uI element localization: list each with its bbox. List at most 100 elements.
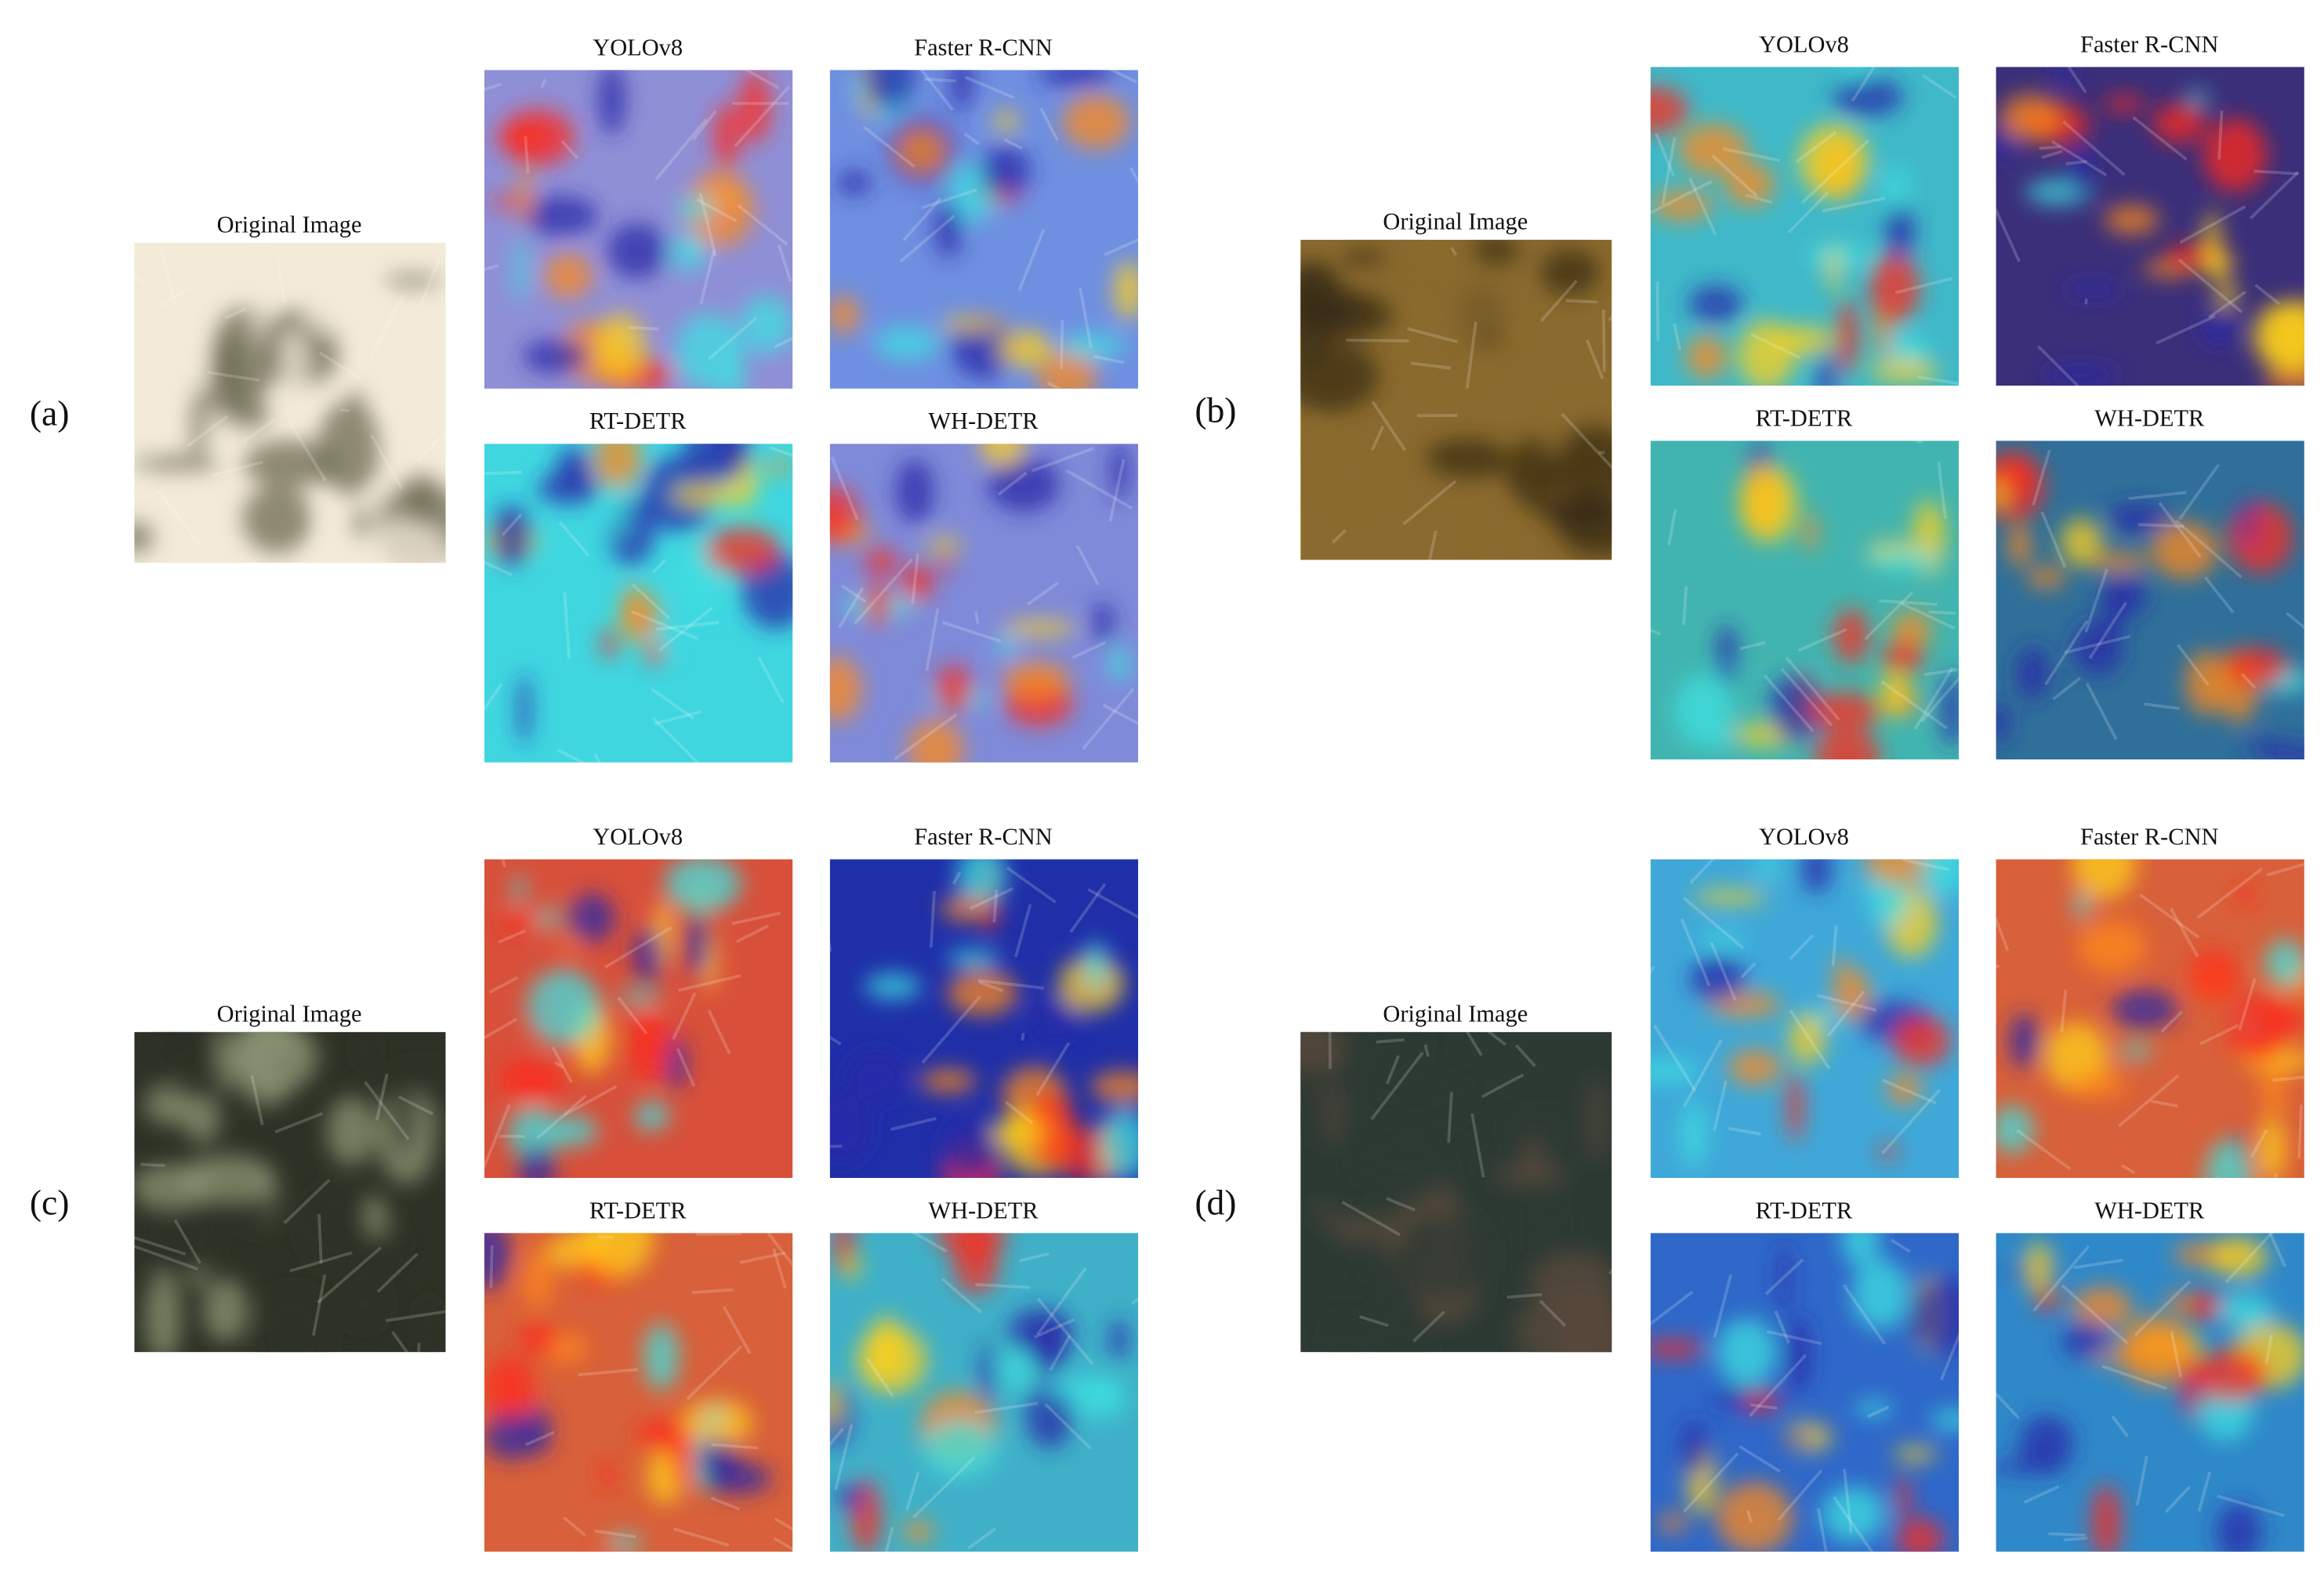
leaf-stroke bbox=[699, 249, 716, 305]
blob bbox=[1930, 1409, 1960, 1430]
blob bbox=[1539, 247, 1600, 295]
leaf-stroke bbox=[2073, 1259, 2123, 1270]
leaf-stroke bbox=[911, 553, 919, 604]
blob bbox=[1996, 703, 2010, 743]
leaf-stroke bbox=[654, 118, 708, 181]
leaf-stroke bbox=[364, 1081, 410, 1140]
leaf-stroke bbox=[2134, 1280, 2192, 1337]
leaf-stroke bbox=[1450, 246, 1458, 256]
leaf-stroke bbox=[1833, 1496, 1874, 1552]
leaf-stroke bbox=[1371, 400, 1407, 451]
blob bbox=[766, 459, 791, 474]
leaf-stroke bbox=[540, 78, 547, 89]
method-title: Faster R-CNN bbox=[914, 823, 1052, 850]
blob bbox=[672, 484, 742, 506]
blob bbox=[2189, 950, 2239, 1002]
leaf-stroke bbox=[1019, 1252, 1050, 1263]
leaf-stroke bbox=[484, 560, 513, 577]
leaf-stroke bbox=[2217, 1494, 2285, 1517]
leaf-stroke bbox=[1087, 888, 1139, 919]
blob bbox=[829, 1381, 842, 1429]
blob bbox=[1372, 1077, 1470, 1125]
leaf-stroke bbox=[2268, 1233, 2286, 1267]
blob bbox=[1471, 239, 1521, 266]
blob bbox=[1854, 1400, 1893, 1417]
leaf-stroke bbox=[890, 1117, 937, 1132]
blob bbox=[1778, 1241, 1791, 1317]
image bbox=[829, 444, 1139, 763]
leaf-stroke bbox=[1879, 599, 1938, 607]
leaf-stroke bbox=[1851, 67, 1876, 103]
blob bbox=[845, 1050, 908, 1103]
leaf-stroke bbox=[2043, 619, 2089, 686]
blob bbox=[1543, 1197, 1561, 1263]
leaf-stroke bbox=[992, 889, 999, 923]
leaf-stroke bbox=[1738, 1445, 1781, 1473]
blob bbox=[920, 1069, 977, 1093]
leaf-stroke bbox=[1996, 206, 2021, 263]
blob bbox=[499, 1059, 564, 1103]
blob bbox=[1329, 447, 1370, 506]
leaf-stroke bbox=[1722, 147, 1781, 162]
method-title: Faster R-CNN bbox=[2080, 31, 2218, 58]
panel-label: (d) bbox=[1195, 1183, 1236, 1223]
original-caption: Original Image bbox=[1383, 208, 1528, 235]
blob bbox=[2264, 368, 2304, 386]
blob bbox=[998, 330, 1053, 368]
blob bbox=[1300, 261, 1346, 336]
leaf-stroke bbox=[2174, 519, 2242, 579]
leaf-stroke bbox=[672, 991, 697, 1040]
leaf-stroke bbox=[673, 1527, 730, 1547]
image bbox=[1996, 859, 2304, 1178]
blob bbox=[1821, 1486, 1886, 1542]
blob bbox=[1881, 668, 1909, 716]
leaf-stroke bbox=[1108, 458, 1126, 522]
panel-label: (c) bbox=[30, 1183, 70, 1223]
blob bbox=[671, 233, 706, 272]
blob bbox=[979, 444, 1026, 467]
image bbox=[829, 1233, 1139, 1552]
image bbox=[484, 1233, 793, 1552]
leaf-stroke bbox=[894, 712, 958, 761]
blob bbox=[399, 405, 446, 442]
image bbox=[1300, 239, 1612, 560]
leaf-stroke bbox=[1864, 591, 1913, 640]
blob bbox=[2224, 647, 2290, 688]
blob bbox=[698, 1440, 739, 1481]
blob bbox=[547, 1114, 598, 1147]
leaf-stroke bbox=[1079, 287, 1093, 349]
blob bbox=[564, 893, 615, 943]
blob bbox=[484, 1233, 511, 1290]
blob bbox=[941, 896, 989, 922]
blob bbox=[607, 223, 667, 279]
leaf-stroke bbox=[558, 520, 590, 557]
blob bbox=[1833, 608, 1869, 664]
leaf-stroke bbox=[658, 606, 713, 652]
blobs bbox=[134, 1031, 446, 1353]
blob bbox=[254, 1288, 330, 1353]
leaf-stroke bbox=[2040, 511, 2067, 568]
blob bbox=[704, 527, 781, 575]
leaf-stroke bbox=[1370, 1051, 1424, 1121]
blob bbox=[1411, 324, 1488, 381]
leaf-stroke bbox=[1410, 361, 1452, 370]
blob bbox=[2077, 920, 2147, 973]
leaf-stroke bbox=[919, 70, 954, 111]
image bbox=[484, 444, 793, 763]
blob bbox=[234, 1031, 301, 1107]
leaf-stroke bbox=[2032, 1245, 2090, 1312]
image bbox=[134, 242, 446, 564]
blob bbox=[955, 859, 1007, 907]
blob bbox=[500, 108, 575, 167]
leaf-stroke bbox=[1385, 1055, 1400, 1085]
blob bbox=[1068, 1376, 1126, 1419]
blob bbox=[923, 1420, 998, 1478]
leaf-stroke bbox=[767, 1233, 793, 1267]
blob bbox=[2033, 1287, 2061, 1312]
leaf-stroke bbox=[854, 558, 913, 625]
blob bbox=[507, 1107, 560, 1161]
leaf-stroke bbox=[275, 257, 286, 303]
leaf-stroke bbox=[710, 1496, 741, 1511]
blob bbox=[703, 1408, 725, 1424]
leaf-stroke bbox=[1766, 1330, 1822, 1346]
